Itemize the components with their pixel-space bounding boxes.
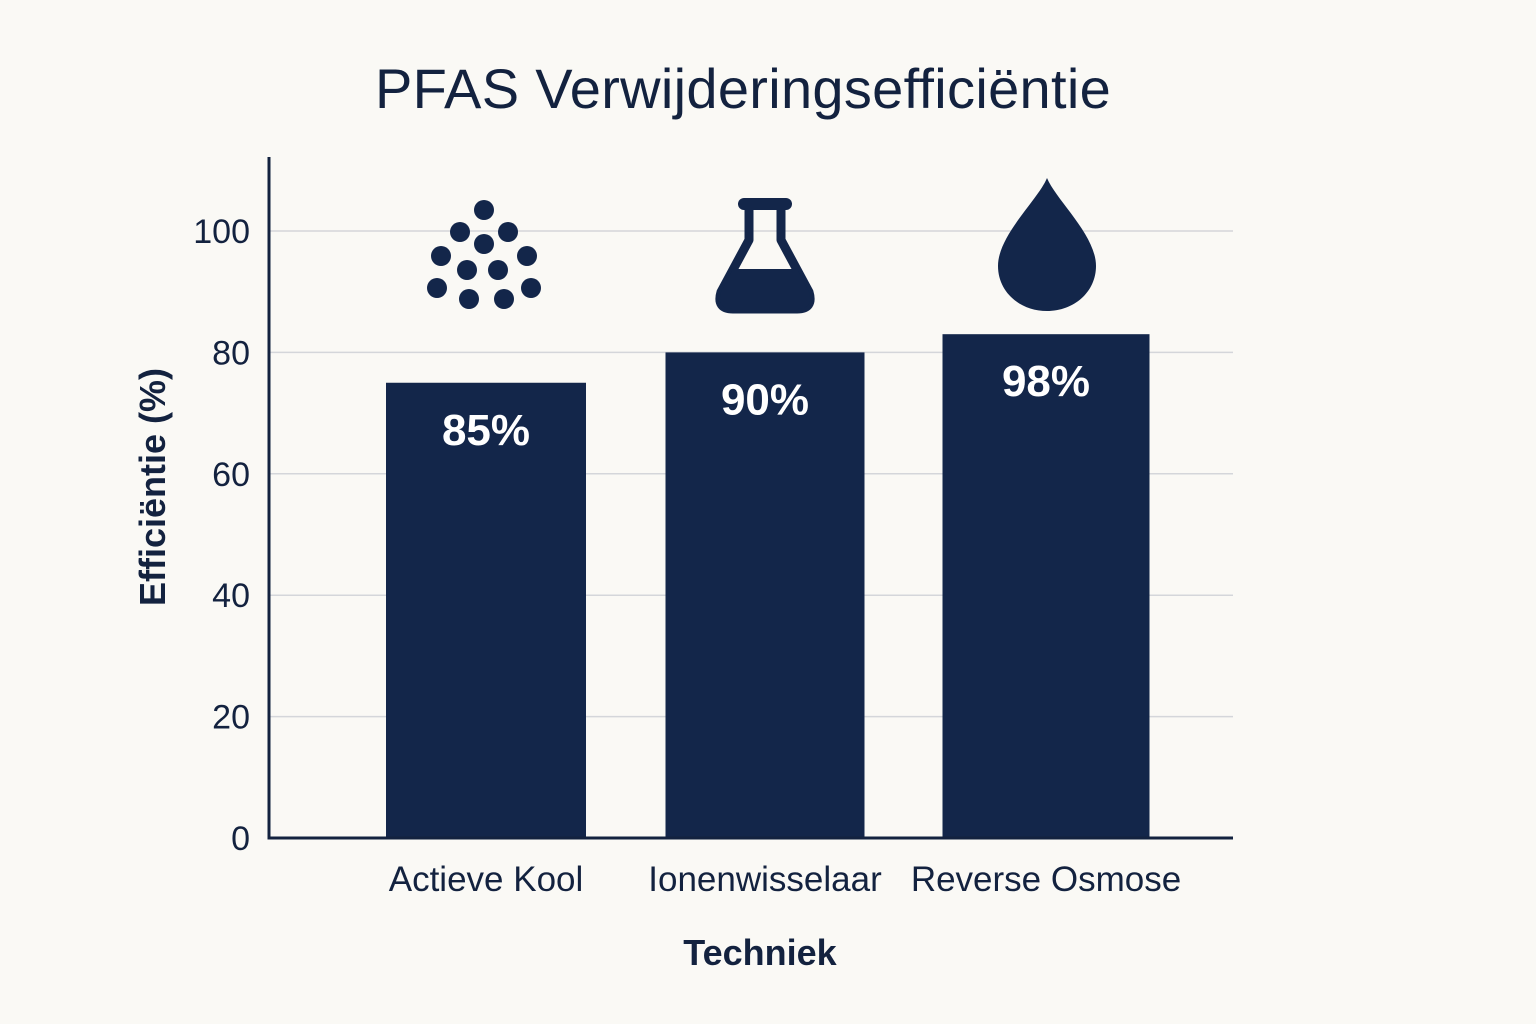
bar-icons — [427, 178, 1096, 314]
x-axis-title: Techniek — [683, 932, 837, 973]
bar-value-label: 85% — [442, 406, 530, 455]
x-tick-label: Reverse Osmose — [911, 860, 1181, 899]
bar — [942, 334, 1150, 838]
x-tick-label: Ionenwisselaar — [648, 860, 882, 899]
bars — [386, 334, 1150, 838]
chart-title: PFAS Verwijderingsefficiëntie — [374, 57, 1112, 120]
bar — [665, 352, 865, 838]
bar-value-label: 90% — [721, 375, 809, 424]
y-tick-label: 100 — [193, 213, 250, 251]
y-tick-labels: 0 20 40 60 80 100 — [193, 213, 250, 858]
axes — [267, 157, 1233, 840]
bar-value-label: 98% — [1002, 357, 1090, 406]
water-drop-icon — [998, 178, 1096, 311]
y-tick-label: 20 — [212, 699, 250, 737]
bar — [386, 382, 586, 838]
y-tick-label: 40 — [212, 577, 250, 615]
value-labels: 85% 90% 98% — [442, 357, 1090, 455]
y-axis-title: Efficiëntie (%) — [132, 368, 173, 606]
y-tick-label: 0 — [231, 820, 250, 858]
x-tick-label: Actieve Kool — [389, 860, 584, 899]
y-tick-label: 60 — [212, 456, 250, 494]
flask-icon — [715, 198, 815, 314]
y-tick-label: 80 — [212, 334, 250, 372]
granules-icon — [427, 200, 541, 309]
x-tick-labels: Actieve Kool Ionenwisselaar Reverse Osmose — [389, 860, 1181, 899]
